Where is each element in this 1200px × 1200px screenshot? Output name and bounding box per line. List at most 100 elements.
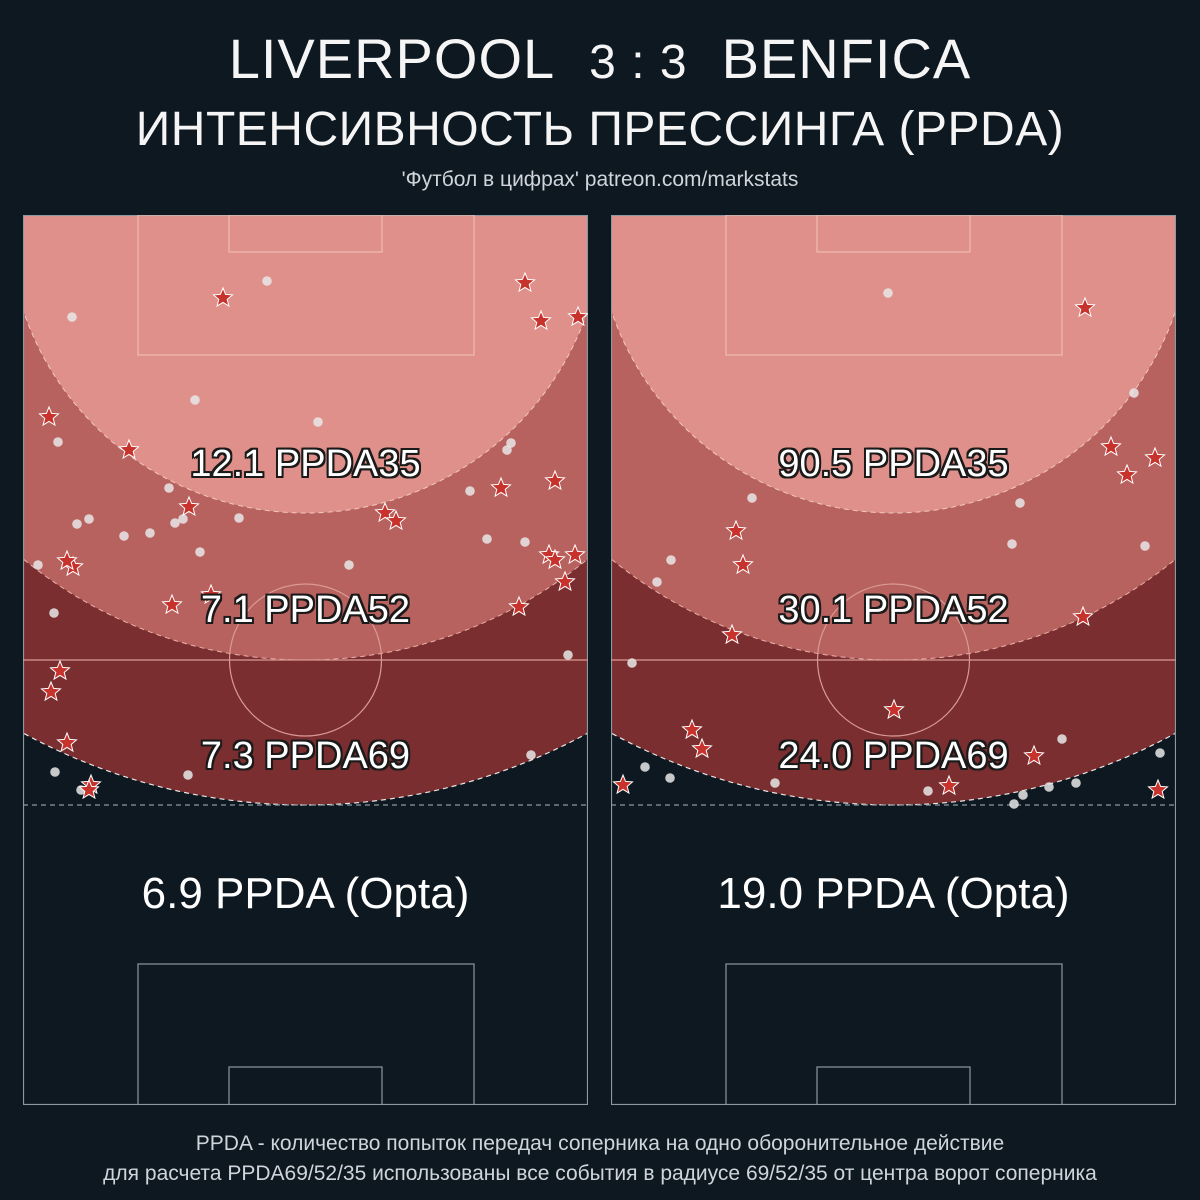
defensive-action-dot: [344, 560, 354, 570]
defensive-action-star: [56, 549, 78, 571]
top-penalty-box: [725, 215, 1063, 356]
home-team-name: LIVERPOOL: [228, 27, 556, 90]
defensive-action-star: [49, 659, 71, 681]
defensive-action-dot: [195, 547, 205, 557]
defensive-action-star: [1144, 446, 1166, 468]
ppda52-label: 7.1 PPDA52: [200, 589, 411, 631]
defensive-action-dot: [119, 531, 129, 541]
defensive-action-dot: [665, 773, 675, 783]
defensive-action-dot: [84, 514, 94, 524]
pitch-benfica-svg: [611, 215, 1176, 1105]
defensive-action-star: [78, 778, 100, 800]
defensive-action-dot: [666, 555, 676, 565]
ppda69-label: 7.3 PPDA69: [200, 735, 411, 777]
defensive-action-dot: [640, 762, 650, 772]
pitch-area: [611, 215, 1176, 1105]
defensive-action-dot: [1129, 388, 1139, 398]
defensive-action-dot: [183, 770, 193, 780]
zone-35: [611, 215, 1176, 514]
defensive-action-star: [118, 438, 140, 460]
defensive-action-star: [732, 553, 754, 575]
bottom-penalty-box: [137, 963, 475, 1105]
defensive-action-dot: [747, 493, 757, 503]
defensive-action-dot: [883, 288, 893, 298]
defensive-action-star: [1147, 778, 1169, 800]
defensive-action-star: [544, 469, 566, 491]
defensive-action-dot: [145, 528, 155, 538]
ppda35-label: 12.1 PPDA35: [190, 443, 421, 485]
match-title: LIVERPOOL 3 : 3 BENFICA: [0, 26, 1200, 91]
defensive-action-dot: [190, 395, 200, 405]
defensive-action-star: [681, 718, 703, 740]
defensive-action-dot: [49, 608, 59, 618]
defensive-action-star: [38, 405, 60, 427]
defensive-action-dot: [1155, 748, 1165, 758]
bottom-goal-box: [816, 1066, 971, 1105]
defensive-action-dot: [170, 518, 180, 528]
defensive-action-star: [1074, 296, 1096, 318]
source-credit: 'Футбол в цифрах' patreon.com/markstats: [401, 168, 799, 191]
defensive-action-star: [544, 548, 566, 570]
chart-subtitle: ИНТЕНСИВНОСТЬ ПРЕССИНГА (PPDA): [135, 103, 1065, 156]
footer-method: для расчета PPDA69/52/35 использованы вс…: [103, 1162, 1097, 1185]
defensive-action-dot: [520, 537, 530, 547]
defensive-action-star: [178, 495, 200, 517]
defensive-action-dot: [67, 312, 77, 322]
pitch-area: [23, 215, 588, 1105]
defensive-action-star: [40, 680, 62, 702]
defensive-action-star: [564, 543, 586, 565]
defensive-action-dot: [178, 514, 188, 524]
ppda-opta-label: 6.9 PPDA (Opta): [141, 869, 470, 918]
top-goal-box: [816, 215, 971, 253]
defensive-action-star: [554, 570, 576, 592]
defensive-action-dot: [234, 513, 244, 523]
ppda69-label: 24.0 PPDA69: [778, 735, 1009, 777]
defensive-action-star: [612, 773, 634, 795]
center-circle: [228, 583, 383, 737]
defensive-action-dot: [164, 483, 174, 493]
defensive-action-star: [1072, 605, 1094, 627]
defensive-action-dot: [526, 750, 536, 760]
defensive-action-star: [490, 476, 512, 498]
defensive-action-star: [1023, 744, 1045, 766]
defensive-action-star: [212, 286, 234, 308]
defensive-action-dot: [1015, 498, 1025, 508]
defensive-action-dot: [1044, 782, 1054, 792]
defensive-action-dot: [1140, 541, 1150, 551]
defensive-action-dot: [506, 438, 516, 448]
defensive-action-dot: [50, 767, 60, 777]
defensive-action-dot: [465, 486, 475, 496]
footer-definition: PPDA - количество попыток передач соперн…: [195, 1132, 1005, 1155]
defensive-action-dot: [72, 519, 82, 529]
defensive-action-dot: [1018, 790, 1028, 800]
defensive-action-star: [938, 774, 960, 796]
bottom-penalty-box: [725, 963, 1063, 1105]
defensive-action-dot: [1007, 539, 1017, 549]
defensive-action-dot: [502, 445, 512, 455]
defensive-action-dot: [627, 658, 637, 668]
defensive-action-dot: [262, 276, 272, 286]
defensive-action-dot: [1009, 799, 1019, 809]
defensive-action-star: [56, 731, 78, 753]
defensive-action-star: [161, 593, 183, 615]
ppda35-label: 90.5 PPDA35: [778, 443, 1009, 485]
defensive-action-star: [1100, 435, 1122, 457]
defensive-action-star: [1116, 463, 1138, 485]
match-score: 3 : 3: [589, 36, 688, 89]
top-goal-box: [228, 215, 383, 253]
defensive-action-star: [385, 509, 407, 531]
defensive-action-star: [374, 501, 396, 523]
pitch-benfica: 90.5 PPDA35 30.1 PPDA52 24.0 PPDA69 19.0…: [611, 215, 1176, 1105]
defensive-action-dot: [482, 534, 492, 544]
defensive-action-star: [883, 698, 905, 720]
ppda-opta-label: 19.0 PPDA (Opta): [717, 869, 1070, 918]
defensive-action-star: [530, 309, 552, 331]
defensive-action-star: [725, 519, 747, 541]
center-circle: [816, 583, 971, 737]
defensive-action-star: [721, 623, 743, 645]
top-penalty-box: [137, 215, 475, 356]
defensive-action-star: [691, 737, 713, 759]
defensive-action-dot: [33, 560, 43, 570]
defensive-action-star: [508, 595, 530, 617]
defensive-action-dot: [53, 437, 63, 447]
